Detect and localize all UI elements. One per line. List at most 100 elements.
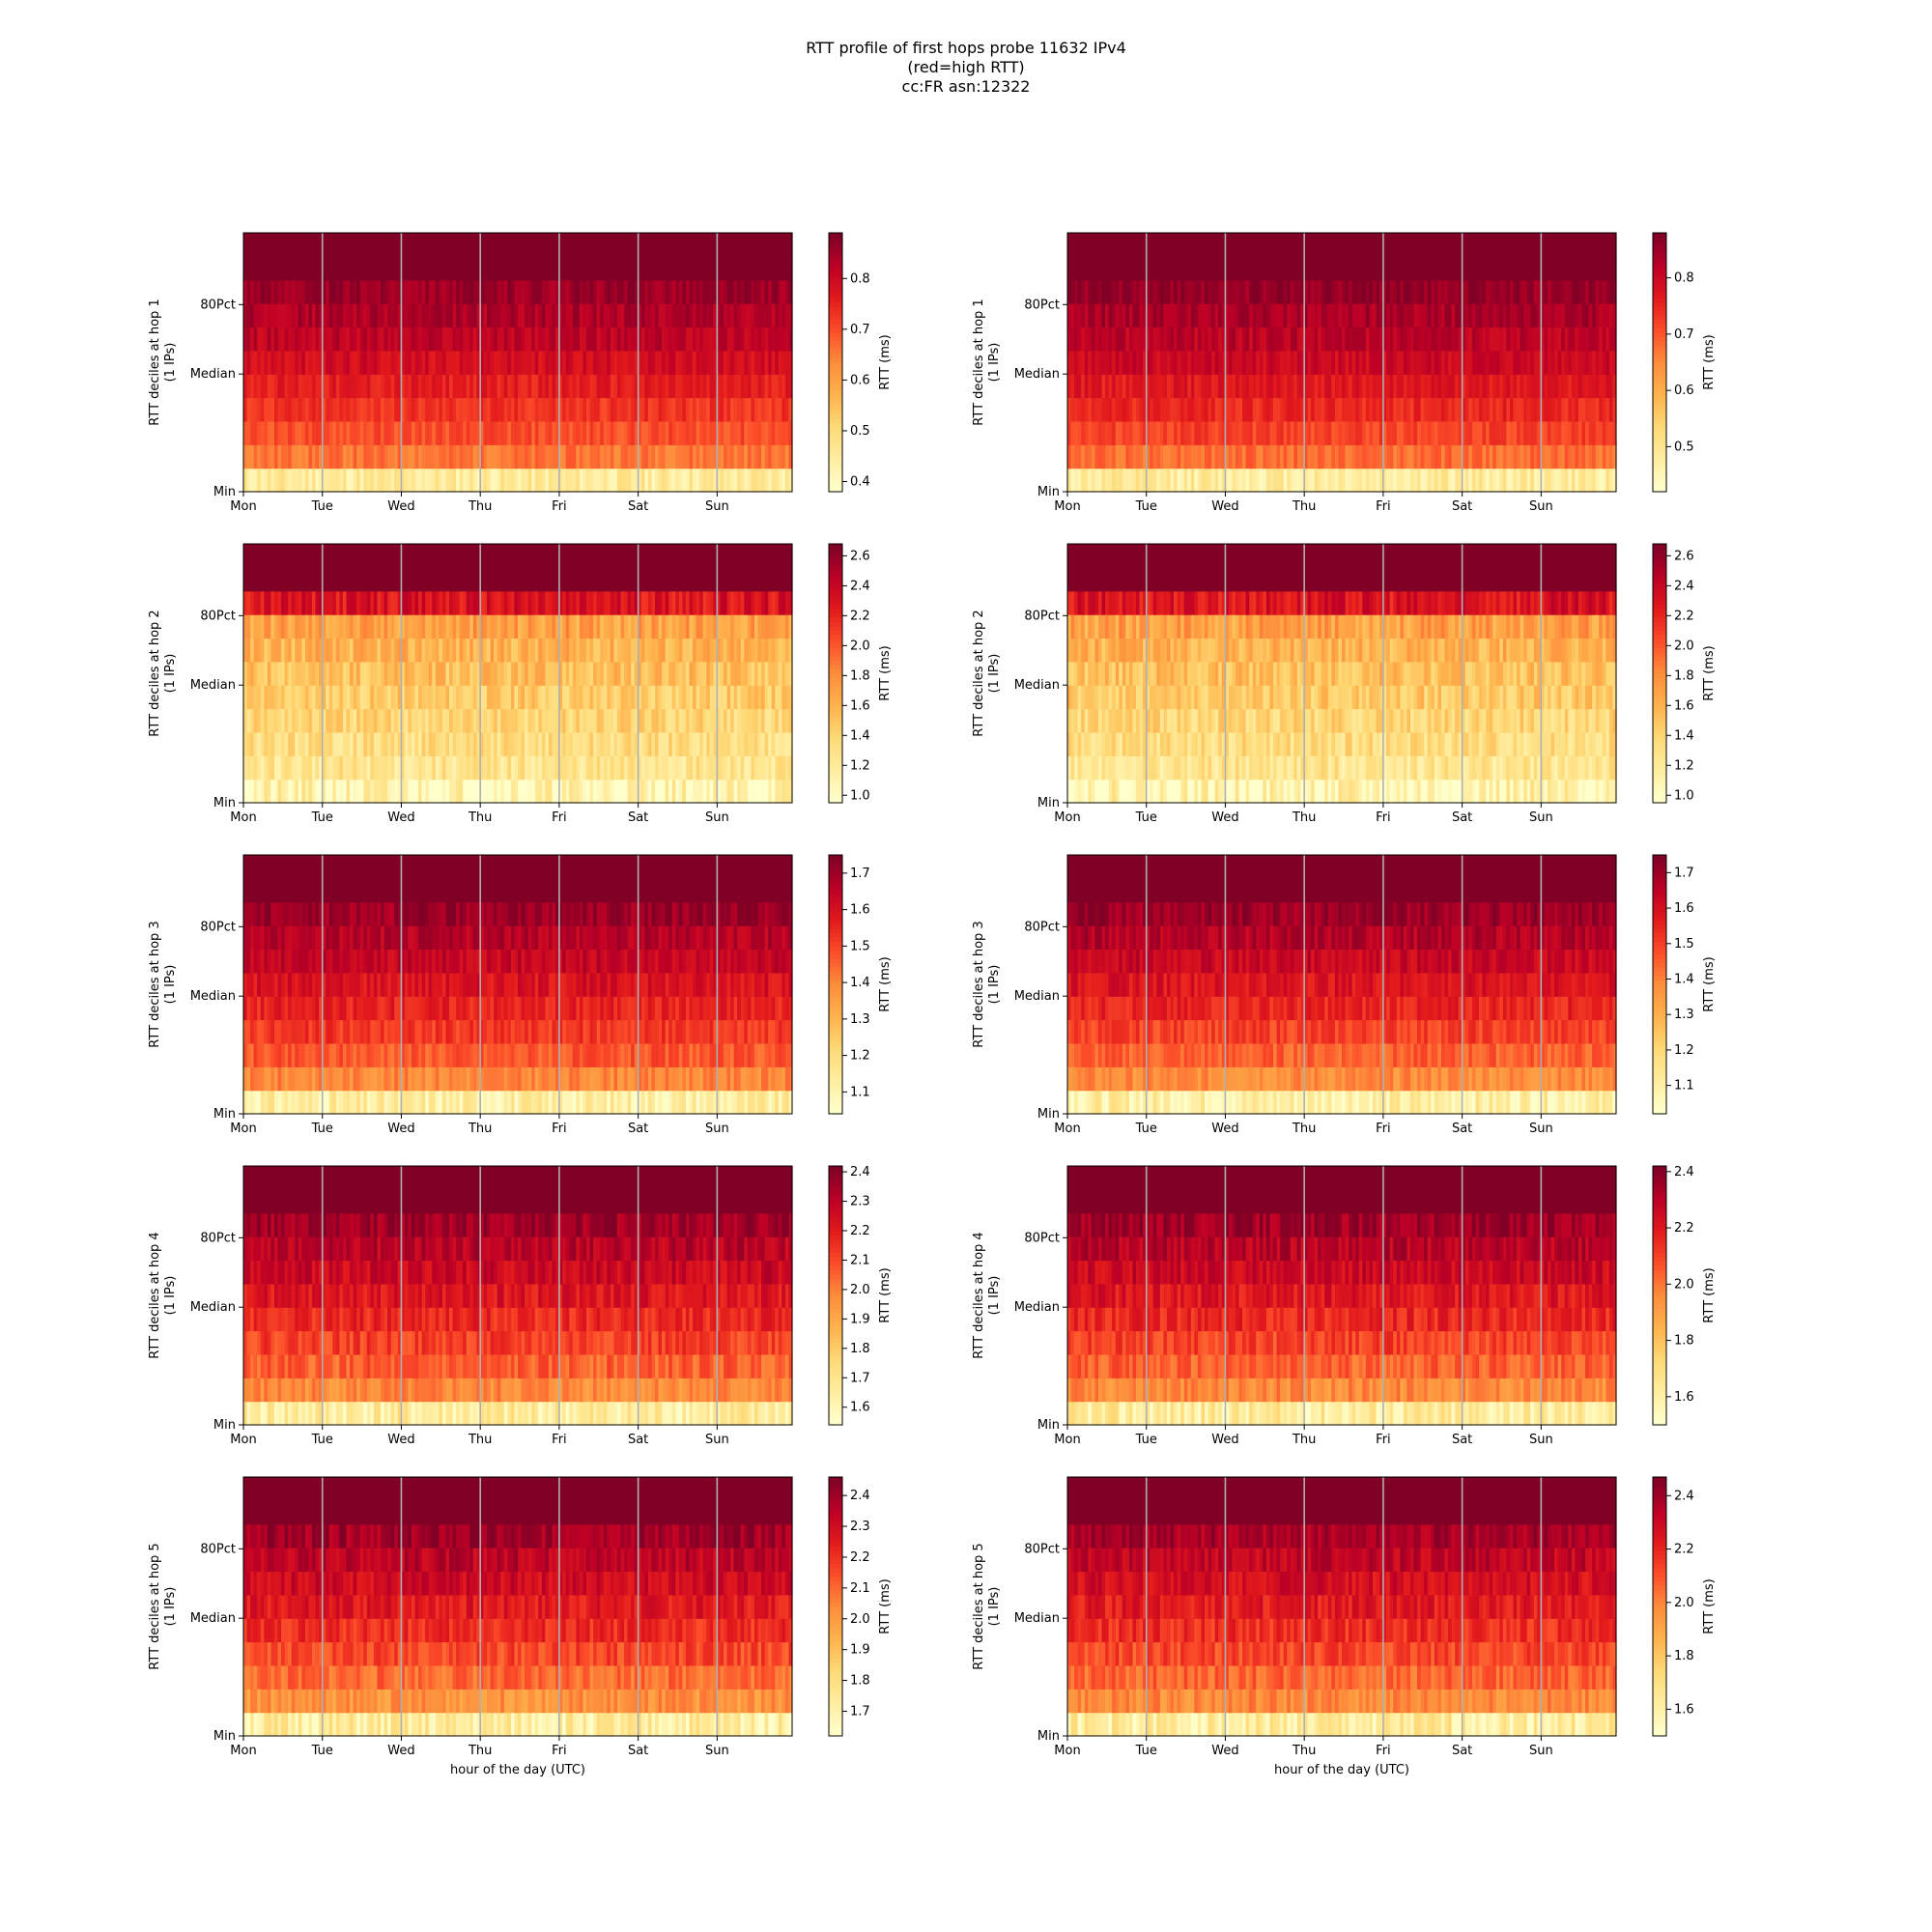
heatmap-cell <box>1495 233 1500 257</box>
heatmap-cell <box>699 420 704 445</box>
heatmap-cell <box>1577 256 1583 281</box>
heatmap-cell <box>1190 397 1195 422</box>
heatmap-cell <box>1177 303 1181 328</box>
heatmap-cell <box>428 779 433 804</box>
heatmap-cell <box>726 256 731 281</box>
colorbar-segment <box>829 431 842 437</box>
heatmap-cell <box>1256 397 1261 422</box>
heatmap-cell <box>675 374 680 399</box>
heatmap-cell <box>1530 468 1535 493</box>
heatmap-cell <box>768 685 773 710</box>
heatmap-cell <box>507 420 512 445</box>
heatmap-cell <box>1201 444 1206 469</box>
heatmap-cell <box>689 731 694 756</box>
heatmap-cell <box>737 731 742 756</box>
heatmap-cell <box>620 638 625 663</box>
heatmap-cell <box>1592 444 1597 469</box>
heatmap-cell <box>1351 420 1356 445</box>
heatmap-cell <box>562 779 567 804</box>
heatmap-cell <box>370 731 375 756</box>
heatmap-cell <box>768 303 773 328</box>
heatmap-cell <box>1091 374 1095 399</box>
heatmap-cell <box>1225 397 1230 422</box>
heatmap-cell <box>449 779 454 804</box>
heatmap-cell <box>1382 256 1387 281</box>
heatmap-cell <box>1345 444 1350 469</box>
heatmap-cell <box>1232 279 1236 304</box>
heatmap-cell <box>724 256 728 281</box>
heatmap-cell <box>1462 374 1466 399</box>
heatmap-cell <box>552 685 556 710</box>
heatmap-cell <box>1183 468 1188 493</box>
heatmap-cell <box>1458 374 1463 399</box>
heatmap-cell <box>435 256 440 281</box>
heatmap-cell <box>607 279 611 304</box>
heatmap-cell <box>441 444 447 469</box>
heatmap-cell <box>1174 468 1179 493</box>
heatmap-cell <box>1128 444 1134 469</box>
heatmap-cell <box>1170 303 1175 328</box>
heatmap-cell <box>1180 256 1185 281</box>
colorbar-segment <box>829 366 842 372</box>
heatmap-cell <box>339 468 344 493</box>
heatmap-cell <box>1139 350 1144 375</box>
heatmap-cell <box>1358 279 1363 304</box>
heatmap-cell <box>1197 256 1203 281</box>
heatmap-cell <box>730 444 735 469</box>
heatmap-cell <box>699 256 704 281</box>
heatmap-cell <box>627 327 632 352</box>
heatmap-cell <box>335 374 340 399</box>
heatmap-cell <box>1112 350 1117 375</box>
heatmap-cell <box>552 731 556 756</box>
heatmap-cell <box>525 233 529 257</box>
heatmap-cell <box>328 731 333 756</box>
heatmap-cell <box>1296 397 1301 422</box>
heatmap-cell <box>631 444 636 469</box>
heatmap-cell <box>459 708 464 733</box>
heatmap-cell <box>1214 256 1219 281</box>
heatmap-cell <box>1427 374 1432 399</box>
heatmap-cell <box>713 779 718 804</box>
heatmap-cell <box>1520 256 1524 281</box>
heatmap-cell <box>384 685 388 710</box>
heatmap-cell <box>1214 374 1219 399</box>
heatmap-cell <box>1218 374 1223 399</box>
heatmap-cell <box>744 468 749 493</box>
heatmap-cell <box>781 374 786 399</box>
heatmap-cell <box>1263 256 1267 281</box>
heatmap-cell <box>1197 350 1203 375</box>
heatmap-cell <box>1581 397 1586 422</box>
heatmap-cell <box>1523 327 1528 352</box>
heatmap-cell <box>548 374 554 399</box>
heatmap-cell <box>665 661 669 686</box>
heatmap-cell <box>1287 327 1292 352</box>
heatmap-cell <box>1163 374 1168 399</box>
heatmap-cell <box>1263 397 1267 422</box>
heatmap-cell <box>1190 256 1195 281</box>
heatmap-cell <box>1540 444 1546 469</box>
heatmap-cell <box>1238 444 1243 469</box>
heatmap-cell <box>596 350 601 375</box>
heatmap-cell <box>291 256 296 281</box>
heatmap-cell <box>558 420 563 445</box>
heatmap-cell <box>589 350 594 375</box>
heatmap-cell <box>616 661 622 686</box>
heatmap-cell <box>709 233 714 257</box>
heatmap-cell <box>503 397 508 422</box>
heatmap-cell <box>342 397 348 422</box>
heatmap-cell <box>781 420 786 445</box>
heatmap-cell <box>1550 468 1555 493</box>
heatmap-cell <box>541 779 546 804</box>
heatmap-cell <box>1214 468 1219 493</box>
heatmap-cell <box>1434 350 1438 375</box>
heatmap-cell <box>620 350 625 375</box>
heatmap-cell <box>483 256 488 281</box>
heatmap-cell <box>277 374 282 399</box>
heatmap-cell <box>1287 279 1292 304</box>
heatmap-cell <box>277 303 282 328</box>
heatmap-cell <box>1431 420 1435 445</box>
heatmap-cell <box>655 731 660 756</box>
heatmap-cell <box>500 374 505 399</box>
heatmap-cell <box>1509 420 1515 445</box>
heatmap-cell <box>1194 256 1199 281</box>
